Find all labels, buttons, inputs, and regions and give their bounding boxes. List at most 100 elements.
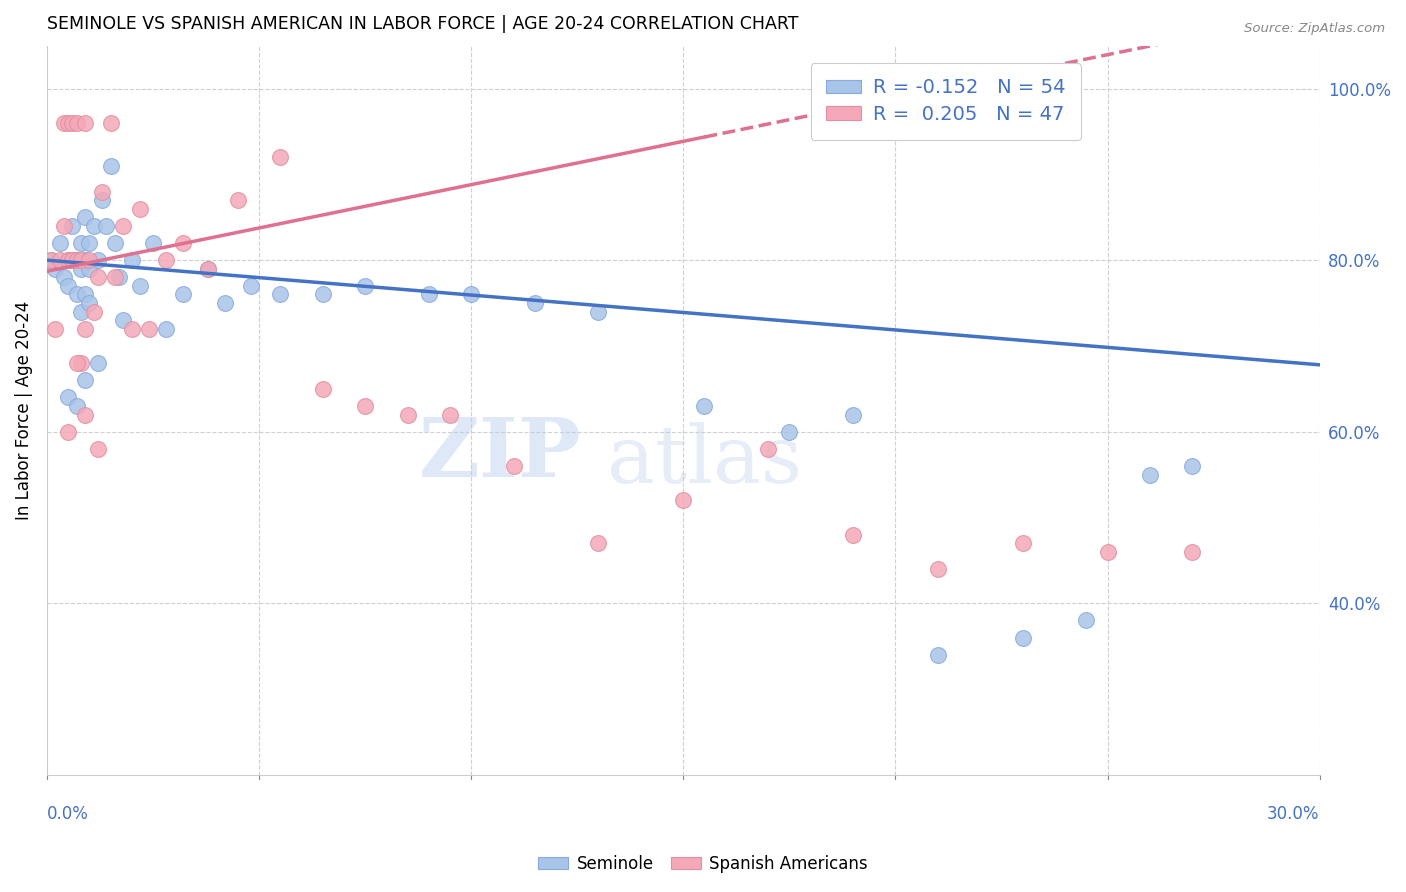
Point bbox=[1097, 545, 1119, 559]
Point bbox=[108, 270, 131, 285]
Point bbox=[100, 116, 122, 130]
Text: SEMINOLE VS SPANISH AMERICAN IN LABOR FORCE | AGE 20-24 CORRELATION CHART: SEMINOLE VS SPANISH AMERICAN IN LABOR FO… bbox=[46, 15, 799, 33]
Text: ZIP: ZIP bbox=[419, 414, 582, 494]
Point bbox=[927, 648, 949, 662]
Point bbox=[39, 253, 62, 268]
Point bbox=[1181, 545, 1204, 559]
Point bbox=[172, 287, 194, 301]
Text: 30.0%: 30.0% bbox=[1267, 805, 1320, 823]
Point bbox=[104, 235, 127, 250]
Point bbox=[56, 279, 79, 293]
Point bbox=[69, 261, 91, 276]
Point bbox=[75, 408, 97, 422]
Point bbox=[65, 287, 87, 301]
Text: 0.0%: 0.0% bbox=[46, 805, 89, 823]
Point bbox=[56, 253, 79, 268]
Point bbox=[60, 253, 83, 268]
Point bbox=[396, 408, 419, 422]
Point bbox=[87, 356, 110, 370]
Point bbox=[69, 235, 91, 250]
Point bbox=[79, 235, 101, 250]
Point bbox=[354, 399, 377, 413]
Point bbox=[226, 193, 249, 207]
Point bbox=[1139, 467, 1161, 482]
Legend: R = -0.152   N = 54, R =  0.205   N = 47: R = -0.152 N = 54, R = 0.205 N = 47 bbox=[811, 62, 1081, 139]
Point bbox=[75, 373, 97, 387]
Point bbox=[52, 219, 75, 233]
Y-axis label: In Labor Force | Age 20-24: In Labor Force | Age 20-24 bbox=[15, 301, 32, 520]
Point bbox=[39, 253, 62, 268]
Point bbox=[523, 296, 546, 310]
Point bbox=[1076, 614, 1098, 628]
Point bbox=[460, 287, 482, 301]
Point bbox=[91, 193, 114, 207]
Point bbox=[79, 296, 101, 310]
Point bbox=[842, 527, 865, 541]
Point bbox=[65, 253, 87, 268]
Point bbox=[112, 313, 135, 327]
Point bbox=[87, 270, 110, 285]
Text: atlas: atlas bbox=[607, 422, 801, 500]
Point bbox=[75, 322, 97, 336]
Point bbox=[693, 399, 716, 413]
Point bbox=[56, 425, 79, 439]
Point bbox=[56, 391, 79, 405]
Point bbox=[79, 261, 101, 276]
Point bbox=[121, 253, 143, 268]
Point bbox=[60, 116, 83, 130]
Point bbox=[155, 322, 177, 336]
Point bbox=[48, 235, 70, 250]
Point bbox=[52, 116, 75, 130]
Point bbox=[65, 116, 87, 130]
Point bbox=[672, 493, 695, 508]
Point bbox=[311, 287, 333, 301]
Point bbox=[112, 219, 135, 233]
Point bbox=[172, 235, 194, 250]
Text: Source: ZipAtlas.com: Source: ZipAtlas.com bbox=[1244, 22, 1385, 36]
Point bbox=[69, 304, 91, 318]
Point bbox=[60, 253, 83, 268]
Point bbox=[197, 261, 219, 276]
Point bbox=[269, 287, 291, 301]
Point bbox=[75, 116, 97, 130]
Point bbox=[87, 442, 110, 456]
Point bbox=[44, 261, 66, 276]
Point bbox=[44, 322, 66, 336]
Point bbox=[52, 270, 75, 285]
Point bbox=[75, 253, 97, 268]
Point bbox=[129, 202, 152, 216]
Point bbox=[1011, 631, 1033, 645]
Point bbox=[927, 562, 949, 576]
Point bbox=[87, 253, 110, 268]
Point bbox=[69, 253, 91, 268]
Point bbox=[142, 235, 165, 250]
Legend: Seminole, Spanish Americans: Seminole, Spanish Americans bbox=[531, 848, 875, 880]
Point bbox=[104, 270, 127, 285]
Point bbox=[48, 253, 70, 268]
Point bbox=[588, 304, 610, 318]
Point bbox=[502, 458, 524, 473]
Point bbox=[439, 408, 461, 422]
Point bbox=[91, 185, 114, 199]
Point bbox=[138, 322, 160, 336]
Point bbox=[65, 253, 87, 268]
Point bbox=[418, 287, 440, 301]
Point bbox=[121, 322, 143, 336]
Point bbox=[239, 279, 262, 293]
Point bbox=[100, 159, 122, 173]
Point bbox=[269, 150, 291, 164]
Point bbox=[756, 442, 779, 456]
Point bbox=[842, 408, 865, 422]
Point bbox=[69, 356, 91, 370]
Point bbox=[129, 279, 152, 293]
Point bbox=[1181, 458, 1204, 473]
Point bbox=[83, 219, 105, 233]
Point bbox=[79, 253, 101, 268]
Point bbox=[75, 287, 97, 301]
Point bbox=[311, 382, 333, 396]
Point bbox=[83, 304, 105, 318]
Point bbox=[197, 261, 219, 276]
Point bbox=[60, 219, 83, 233]
Point bbox=[778, 425, 800, 439]
Point bbox=[155, 253, 177, 268]
